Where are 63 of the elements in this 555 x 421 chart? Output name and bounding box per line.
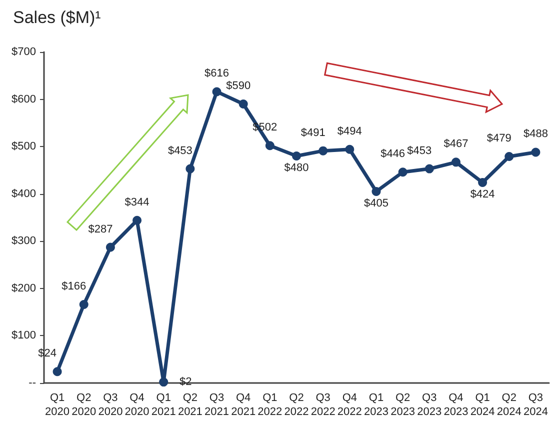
y-tick-label: $100 (12, 330, 36, 342)
point (79, 300, 88, 310)
y-tick-label: $700 (12, 46, 36, 58)
x-tick-label: Q3 2021 (204, 392, 230, 418)
point (265, 141, 274, 150)
x-tick-label: Q4 2022 (337, 392, 362, 418)
data-label: $344 (124, 196, 150, 208)
x-tick-label: Q2 2020 (72, 392, 96, 418)
x-tick-label: Q4 2023 (444, 392, 468, 418)
point (424, 164, 434, 174)
y-tick-label: $600 (12, 93, 36, 106)
data-label: $453 (168, 144, 192, 157)
point (52, 367, 62, 376)
point (451, 158, 460, 167)
chart-title: Sales ($M)¹ (13, 8, 102, 27)
point (212, 87, 222, 96)
point (478, 178, 488, 188)
point (106, 242, 115, 252)
x-tick-label: Q3 2023 (417, 392, 442, 418)
data-label: $590 (226, 80, 251, 92)
point (238, 100, 248, 109)
point (292, 152, 301, 161)
x-tick-label: Q1 2022 (258, 392, 282, 418)
data-label: $480 (284, 162, 309, 174)
data-label: $616 (204, 68, 230, 80)
data-label: $491 (300, 126, 326, 139)
data-label: $287 (88, 223, 113, 236)
point (372, 186, 381, 196)
x-tick-label: Q1 2024 (470, 392, 495, 418)
point (186, 164, 195, 174)
x-tick-label: Q1 2021 (151, 392, 176, 418)
x-tick-label: Q4 2020 (124, 392, 150, 418)
x-tick-label: Q4 2021 (231, 392, 256, 418)
data-label: $494 (337, 125, 362, 138)
data-label: $479 (486, 132, 512, 144)
y-tick-label: $500 (12, 140, 36, 153)
y-tick-label: $400 (12, 188, 36, 200)
x-tick-label: Q3 2022 (310, 392, 336, 418)
point (159, 378, 168, 387)
data-label: $467 (444, 138, 468, 150)
data-label: $424 (470, 188, 495, 201)
point (318, 146, 328, 156)
point (345, 144, 354, 154)
point (504, 152, 514, 161)
x-tick-label: Q2 2023 (390, 392, 416, 418)
y-tick-label: $200 (12, 282, 36, 294)
x-tick-label: Q2 2021 (178, 392, 202, 418)
x-tick-label: Q3 2020 (98, 392, 123, 418)
x-tick-label: Q3 2024 (523, 392, 548, 418)
data-label: $166 (62, 280, 86, 293)
y-tick-label: $300 (12, 235, 36, 248)
x-tick-label: Q1 2023 (364, 392, 388, 418)
point (531, 148, 540, 157)
y-tick-label: -- (28, 377, 36, 389)
point (398, 168, 408, 177)
point (132, 216, 142, 225)
x-tick-label: Q2 2022 (284, 392, 309, 418)
data-label: $453 (407, 144, 432, 157)
data-label: $446 (380, 148, 406, 160)
data-label: $488 (523, 128, 548, 140)
x-tick-label: Q1 2020 (45, 392, 70, 418)
data-label: $405 (364, 197, 388, 210)
x-tick-label: Q2 2024 (496, 392, 522, 418)
